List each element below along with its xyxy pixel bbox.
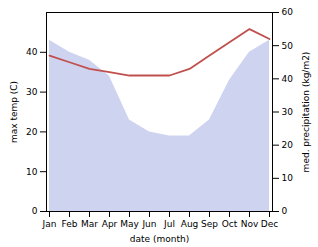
svg-text:10: 10 — [282, 173, 294, 183]
svg-text:40: 40 — [282, 74, 294, 84]
svg-text:Aug: Aug — [181, 219, 199, 229]
svg-text:20: 20 — [26, 127, 38, 137]
svg-text:20: 20 — [282, 140, 294, 150]
svg-text:0: 0 — [282, 206, 288, 216]
svg-text:50: 50 — [282, 41, 294, 51]
svg-text:Mar: Mar — [81, 219, 98, 229]
svg-text:Oct: Oct — [222, 219, 238, 229]
svg-text:med. precipitation (kg/m2): med. precipitation (kg/m2) — [301, 52, 311, 173]
svg-text:Sep: Sep — [201, 219, 218, 229]
svg-text:max temp (C): max temp (C) — [9, 81, 19, 143]
svg-text:Dec: Dec — [261, 219, 278, 229]
svg-text:40: 40 — [26, 47, 38, 57]
svg-text:30: 30 — [26, 87, 38, 97]
svg-text:date (month): date (month) — [130, 234, 189, 244]
svg-text:May: May — [120, 219, 139, 229]
svg-text:60: 60 — [282, 7, 294, 17]
svg-text:0: 0 — [32, 206, 38, 216]
svg-text:Jul: Jul — [163, 219, 175, 229]
svg-text:Nov: Nov — [241, 219, 259, 229]
svg-text:10: 10 — [26, 167, 38, 177]
svg-text:Jun: Jun — [141, 219, 156, 229]
svg-text:Apr: Apr — [102, 219, 118, 229]
svg-text:Feb: Feb — [62, 219, 78, 229]
svg-text:30: 30 — [282, 107, 294, 117]
svg-text:Jan: Jan — [42, 219, 57, 229]
